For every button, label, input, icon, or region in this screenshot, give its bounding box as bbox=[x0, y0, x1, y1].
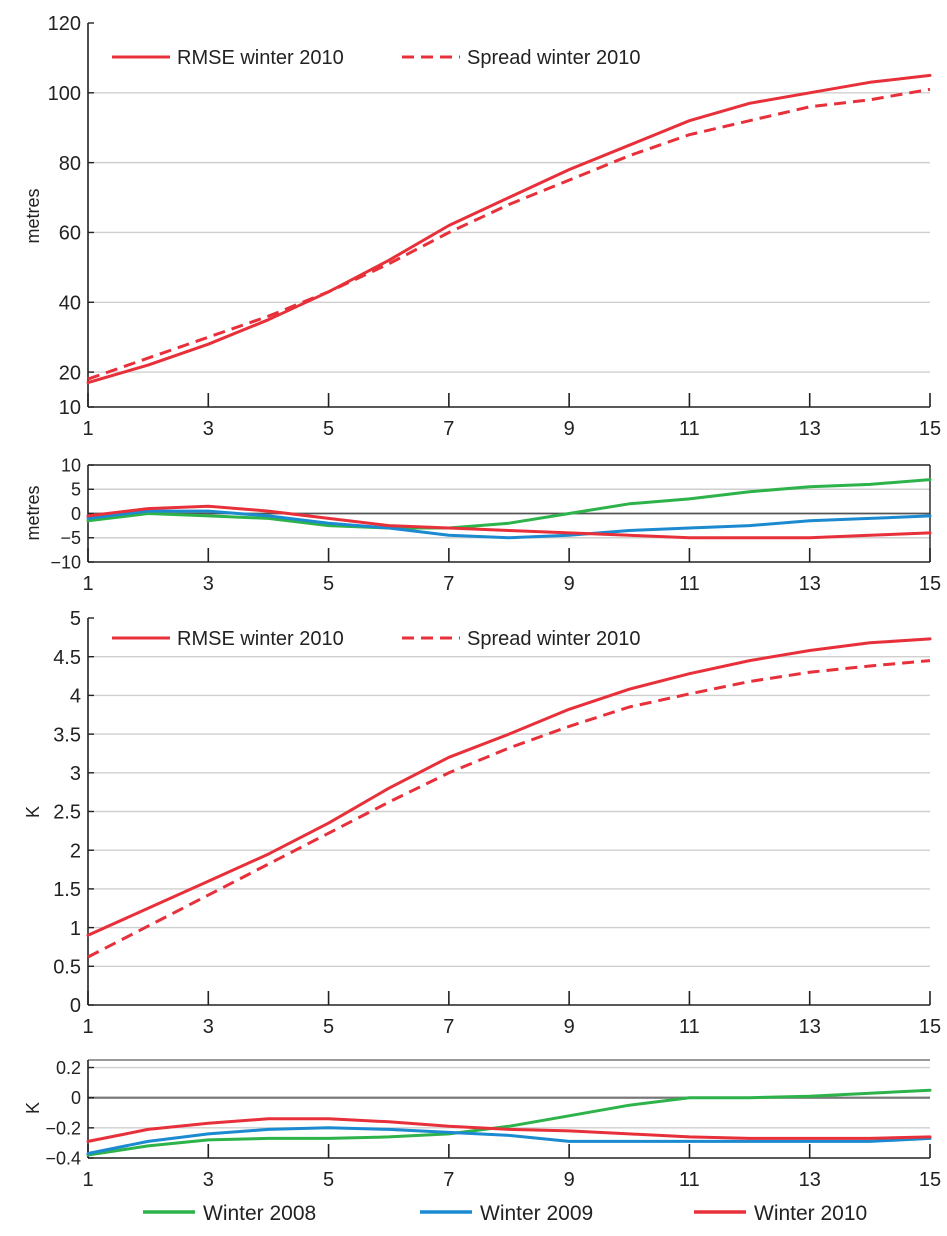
x-tick-label: 1 bbox=[82, 573, 93, 595]
y-tick-label: 120 bbox=[48, 13, 81, 35]
y-tick-label: 100 bbox=[48, 83, 81, 105]
y-tick-label: −10 bbox=[50, 552, 81, 572]
legend-label-spread: Spread winter 2010 bbox=[467, 47, 640, 69]
x-tick-label: 3 bbox=[203, 418, 214, 440]
y-tick-label: 0 bbox=[71, 1088, 81, 1108]
y-tick-label: 0 bbox=[71, 504, 81, 524]
legend-label-rmse: RMSE winter 2010 bbox=[177, 47, 344, 69]
x-tick-label: 11 bbox=[679, 1016, 700, 1038]
series-line-winter-2009 bbox=[86, 1126, 932, 1155]
x-tick-label: 9 bbox=[564, 418, 575, 440]
x-tick-label: 3 bbox=[203, 573, 214, 595]
legend-label-winter-2010: Winter 2010 bbox=[754, 1202, 867, 1225]
legend-label-winter-2009: Winter 2009 bbox=[480, 1202, 593, 1225]
y-axis-label: metres bbox=[23, 188, 43, 243]
x-tick-label: 7 bbox=[443, 573, 454, 595]
x-tick-label: 13 bbox=[799, 1169, 821, 1191]
x-tick-label: 5 bbox=[323, 1169, 334, 1191]
x-tick-label: 1 bbox=[82, 418, 93, 440]
y-tick-label: 4 bbox=[70, 686, 81, 708]
y-tick-label: 0.5 bbox=[53, 957, 81, 979]
y-tick-label: −0.2 bbox=[45, 1118, 81, 1138]
x-tick-label: 3 bbox=[203, 1016, 214, 1038]
y-axis-label: metres bbox=[23, 485, 43, 540]
x-tick-label: 13 bbox=[799, 1016, 821, 1038]
x-tick-label: 11 bbox=[679, 1169, 700, 1191]
series-line-winter-2010 bbox=[86, 1117, 932, 1143]
legend-label-winter-2008: Winter 2008 bbox=[203, 1202, 316, 1225]
legend-label-spread: Spread winter 2010 bbox=[467, 628, 640, 650]
y-tick-label: 10 bbox=[59, 397, 81, 419]
x-tick-label: 5 bbox=[323, 418, 334, 440]
x-tick-label: 15 bbox=[919, 418, 941, 440]
x-tick-label: 11 bbox=[679, 418, 700, 440]
series-line-rmse-winter-2010 bbox=[86, 637, 932, 937]
y-tick-label: 2 bbox=[70, 840, 81, 862]
y-tick-label: 0 bbox=[70, 995, 81, 1017]
y-tick-label: 3 bbox=[70, 763, 81, 785]
y-tick-label: −5 bbox=[60, 528, 81, 548]
x-tick-label: 1 bbox=[82, 1016, 93, 1038]
x-tick-label: 5 bbox=[323, 1016, 334, 1038]
y-tick-label: 5 bbox=[71, 480, 81, 500]
x-tick-label: 15 bbox=[919, 1169, 941, 1191]
x-tick-label: 5 bbox=[323, 573, 334, 595]
y-tick-label: 20 bbox=[59, 362, 81, 384]
y-tick-label: 2.5 bbox=[53, 802, 81, 824]
y-tick-label: 3.5 bbox=[53, 724, 81, 746]
y-tick-label: 10 bbox=[61, 455, 81, 475]
y-tick-label: 0.2 bbox=[56, 1058, 81, 1078]
y-tick-label: 80 bbox=[59, 153, 81, 175]
y-axis-label: K bbox=[23, 806, 43, 818]
series-line-spread-winter-2010 bbox=[87, 87, 931, 381]
y-tick-label: 60 bbox=[59, 223, 81, 245]
x-tick-label: 15 bbox=[919, 573, 941, 595]
series-line-winter-2008 bbox=[86, 478, 932, 530]
x-tick-label: 7 bbox=[443, 1169, 454, 1191]
x-tick-label: 11 bbox=[679, 573, 700, 595]
x-tick-label: 9 bbox=[564, 1016, 575, 1038]
y-tick-label: 4.5 bbox=[53, 647, 81, 669]
x-tick-label: 13 bbox=[799, 418, 821, 440]
series-line-rmse-winter-2010 bbox=[86, 73, 932, 385]
x-tick-label: 13 bbox=[799, 573, 821, 595]
series-line-winter-2008 bbox=[86, 1088, 932, 1157]
x-tick-label: 3 bbox=[203, 1169, 214, 1191]
y-tick-label: 1.5 bbox=[53, 879, 81, 901]
series-line-winter-2009 bbox=[86, 509, 932, 540]
x-tick-label: 7 bbox=[443, 418, 454, 440]
y-tick-label: 40 bbox=[59, 292, 81, 314]
x-tick-label: 9 bbox=[564, 573, 575, 595]
y-axis-label: K bbox=[23, 1102, 43, 1114]
series-line-winter-2010 bbox=[86, 504, 932, 540]
x-tick-label: 15 bbox=[919, 1016, 941, 1038]
x-tick-label: 9 bbox=[564, 1169, 575, 1191]
series-line-spread-winter-2010 bbox=[87, 659, 931, 959]
legend-label-rmse: RMSE winter 2010 bbox=[177, 628, 344, 650]
y-tick-label: −0.4 bbox=[45, 1148, 81, 1168]
x-tick-label: 7 bbox=[443, 1016, 454, 1038]
x-tick-label: 1 bbox=[82, 1169, 93, 1191]
y-tick-label: 1 bbox=[70, 918, 81, 940]
y-tick-label: 5 bbox=[70, 608, 81, 630]
